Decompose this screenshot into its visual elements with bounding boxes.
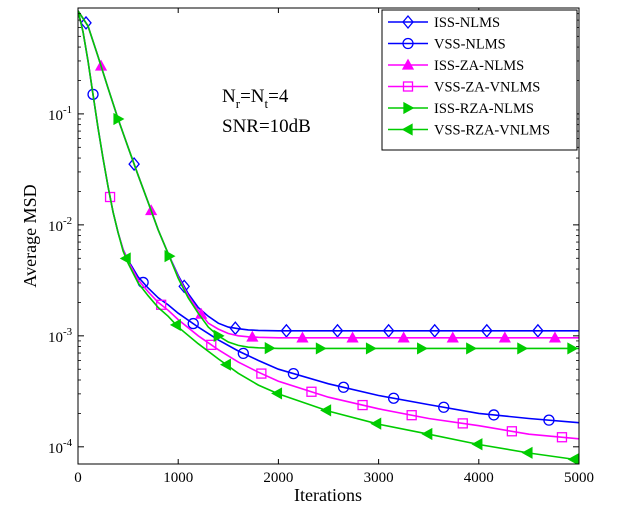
y-tick-exponent: -1 [63, 104, 72, 116]
y-tick-base: 10 [48, 441, 63, 457]
x-axis-label: Iterations [294, 485, 362, 505]
legend: ISS-NLMS VSS-NLMS ISS-ZA-NLMS VSS-ZA-VNLMS I… [382, 10, 577, 150]
x-tick-label: 3000 [364, 470, 394, 486]
x-tick-label: 0 [74, 470, 82, 486]
annotation-mid: =N [240, 86, 265, 107]
legend-label: ISS-NLMS [434, 15, 500, 31]
legend-label: VSS-NLMS [434, 37, 506, 53]
y-tick-base: 10 [48, 108, 63, 124]
legend-label: ISS-ZA-NLMS [434, 58, 524, 74]
annotation-tail: =4 [268, 86, 289, 107]
y-tick-base: 10 [48, 330, 63, 346]
y-axis-label: Average MSD [20, 184, 40, 287]
y-tick-exponent: -2 [63, 215, 72, 227]
legend-label: ISS-RZA-NLMS [434, 101, 534, 117]
y-tick-base: 10 [48, 219, 63, 235]
legend-label: VSS-RZA-VNLMS [434, 123, 550, 139]
legend-label: VSS-ZA-VNLMS [434, 80, 540, 96]
x-tick-label: 2000 [263, 470, 293, 486]
annotation-snr: SNR=10dB [222, 116, 311, 137]
y-tick-exponent: -4 [63, 437, 73, 449]
x-tick-label: 1000 [163, 470, 193, 486]
annotation-n: N [222, 86, 236, 107]
y-tick-exponent: -3 [63, 326, 73, 338]
x-tick-label: 4000 [464, 470, 494, 486]
x-tick-label: 5000 [564, 470, 594, 486]
